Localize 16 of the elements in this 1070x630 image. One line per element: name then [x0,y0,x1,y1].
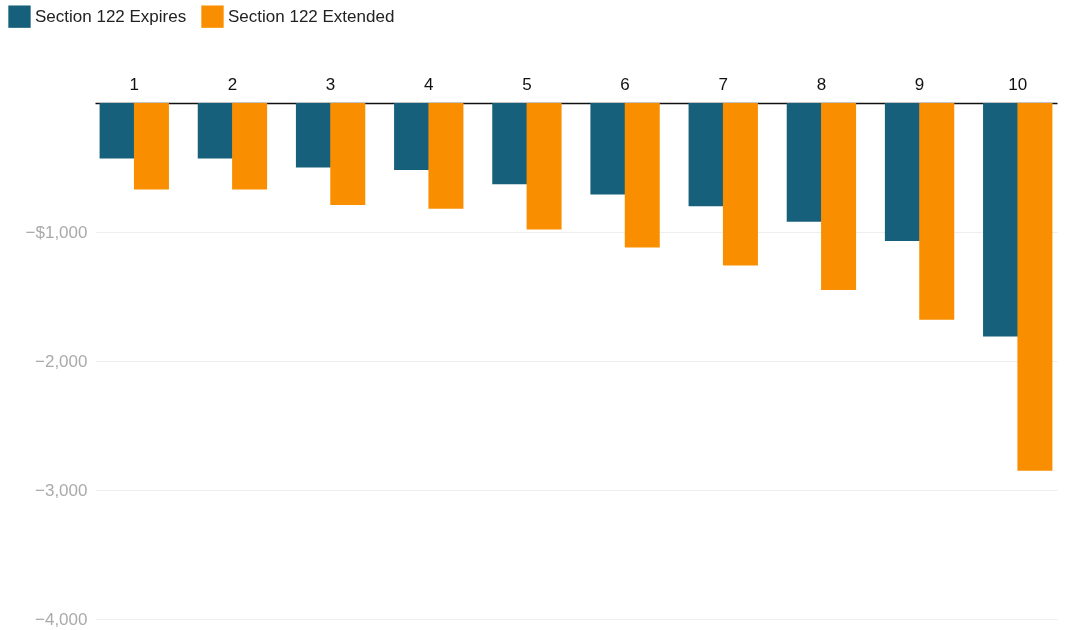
x-tick-label: 6 [620,74,630,94]
x-tick-label: 4 [424,74,434,94]
y-tick-label: −3,000 [35,480,88,500]
legend-label: Section 122 Extended [228,6,395,26]
x-tick-label: 5 [522,74,532,94]
x-tick-label: 8 [816,74,827,94]
x-tick-label: 2 [227,74,238,94]
x-tick-label: 9 [914,74,925,94]
y-tick-label: −2,000 [35,351,88,371]
y-tick-label: −4,000 [35,609,88,629]
x-tick-label: 7 [718,74,728,94]
x-tick-label: 1 [129,74,139,94]
x-tick-label: 10 [1008,74,1028,94]
x-tick-label: 3 [325,74,336,94]
legend-label: Section 122 Expires [35,6,187,26]
y-tick-label: −$1,000 [25,222,88,242]
